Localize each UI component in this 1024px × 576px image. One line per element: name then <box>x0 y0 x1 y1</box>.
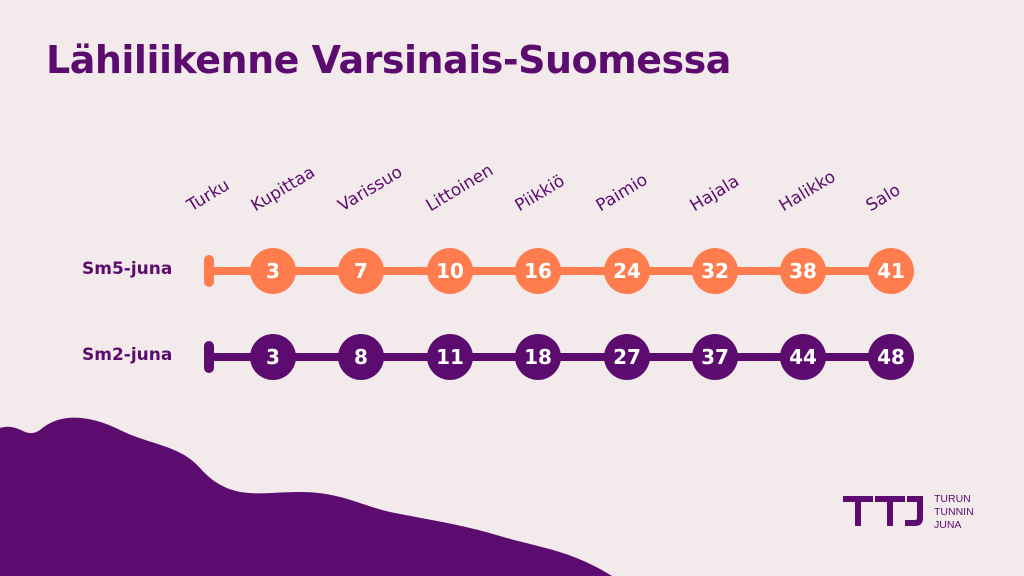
ttj-logo-text: TURUN TUNNIN JUNA <box>934 493 974 532</box>
route-sm5-stop-piikkio: 16 <box>515 248 561 294</box>
station-label-halikko: Halikko <box>775 166 840 216</box>
route-sm5-stop-varissuo: 7 <box>338 248 384 294</box>
station-label-salo: Salo <box>862 180 905 216</box>
route-sm2-start-cap <box>204 341 214 373</box>
route-sm2-stop-hajala: 37 <box>692 334 738 380</box>
route-sm5-stop-hajala: 32 <box>692 248 738 294</box>
route-sm2-stop-kupittaa: 3 <box>250 334 296 380</box>
logo-line-3: JUNA <box>934 519 962 531</box>
route-sm2-stop-halikko: 44 <box>780 334 826 380</box>
route-sm2-stop-littoinen: 11 <box>427 334 473 380</box>
logo-line-1: TURUN <box>934 493 971 505</box>
route-sm5-stop-paimio: 24 <box>604 248 650 294</box>
route-sm5-stop-littoinen: 10 <box>427 248 473 294</box>
ttj-logo-icon <box>843 496 923 526</box>
route-sm5-label: Sm5-juna <box>82 259 173 279</box>
route-sm5-stop-kupittaa: 3 <box>250 248 296 294</box>
route-sm5-stop-halikko: 38 <box>780 248 826 294</box>
route-sm5-stop-salo: 41 <box>868 248 914 294</box>
page-title: Lähiliikenne Varsinais-Suomessa <box>46 38 731 82</box>
decorative-hill <box>0 417 612 576</box>
route-sm2-stop-salo: 48 <box>868 334 914 380</box>
station-label-hajala: Hajala <box>686 171 743 216</box>
route-sm2-label: Sm2-juna <box>82 345 173 365</box>
logo-line-2: TUNNIN <box>934 506 974 518</box>
route-sm2-stop-paimio: 27 <box>604 334 650 380</box>
route-sm2-stop-piikkio: 18 <box>515 334 561 380</box>
route-sm5-start-cap <box>204 255 214 287</box>
route-sm2-stop-varissuo: 8 <box>338 334 384 380</box>
